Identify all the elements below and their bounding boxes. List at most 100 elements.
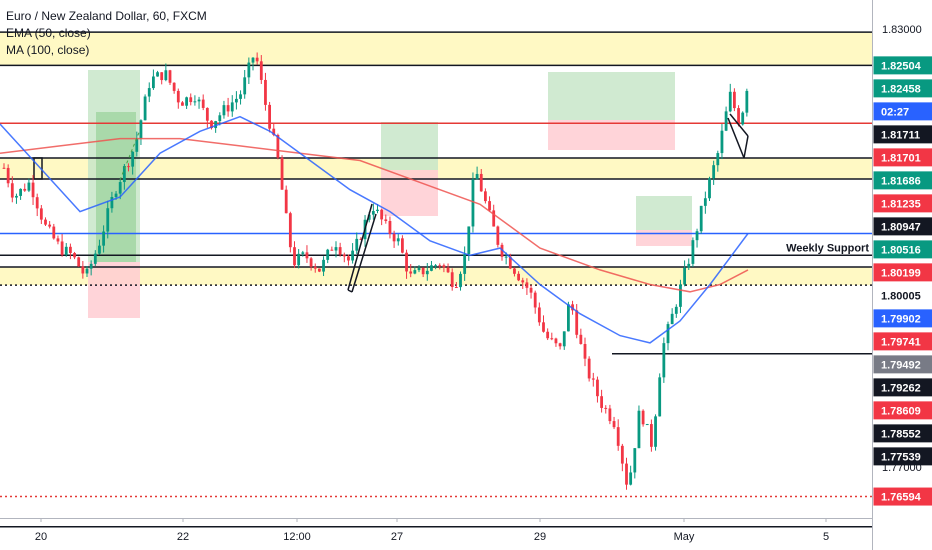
price-label: 1.81701 bbox=[873, 148, 932, 167]
candle-body bbox=[193, 101, 197, 103]
candle bbox=[81, 261, 85, 279]
candle-body bbox=[23, 188, 27, 191]
ma-legend[interactable]: MA (100, close) bbox=[6, 43, 90, 57]
price-label-text: 1.79741 bbox=[881, 336, 921, 348]
candle-body bbox=[467, 226, 471, 255]
candle bbox=[687, 258, 691, 270]
candle-body bbox=[724, 111, 728, 131]
candle bbox=[641, 409, 645, 427]
candle-body bbox=[176, 90, 180, 103]
candle bbox=[251, 57, 255, 71]
candle-body bbox=[280, 157, 284, 190]
candle bbox=[683, 260, 686, 287]
candle bbox=[243, 70, 247, 99]
candle bbox=[708, 176, 711, 202]
candle bbox=[288, 211, 292, 253]
candle bbox=[425, 262, 429, 281]
candle bbox=[745, 88, 749, 117]
candle-body bbox=[438, 265, 442, 267]
candle-body bbox=[620, 445, 624, 464]
candle-body bbox=[708, 178, 711, 199]
candle-body bbox=[56, 238, 60, 242]
candle bbox=[106, 200, 110, 239]
candle bbox=[355, 232, 359, 254]
candle bbox=[695, 228, 699, 248]
candle-body bbox=[6, 167, 10, 184]
candle bbox=[463, 246, 467, 281]
candle bbox=[542, 315, 545, 333]
candle-body bbox=[674, 306, 678, 314]
candle-body bbox=[301, 252, 305, 254]
price-label-bg bbox=[873, 240, 932, 259]
trade-box-6 bbox=[548, 120, 675, 150]
candle-body bbox=[421, 267, 425, 275]
candle-body bbox=[513, 268, 516, 274]
candle bbox=[645, 423, 649, 426]
candle bbox=[691, 237, 695, 267]
candle-body bbox=[683, 267, 686, 285]
candle bbox=[529, 284, 533, 299]
price-label-bg bbox=[873, 148, 932, 167]
price-label-bg bbox=[873, 194, 932, 213]
candle bbox=[703, 191, 707, 214]
candle bbox=[318, 268, 321, 273]
candle bbox=[409, 264, 413, 278]
candle-body bbox=[135, 138, 139, 152]
candle bbox=[27, 178, 31, 193]
annotation-label: Weekly Support bbox=[786, 243, 869, 255]
candle-body bbox=[305, 252, 309, 259]
candle-body bbox=[703, 198, 707, 206]
candle bbox=[359, 237, 363, 241]
candle-body bbox=[81, 266, 85, 274]
candle bbox=[293, 241, 296, 268]
candle bbox=[284, 185, 288, 214]
candle bbox=[380, 208, 384, 226]
candle-body bbox=[156, 72, 159, 77]
candle bbox=[554, 337, 558, 347]
candle-body bbox=[98, 245, 101, 254]
candle-body bbox=[334, 247, 338, 251]
candle-body bbox=[355, 238, 359, 251]
candle bbox=[23, 183, 27, 192]
candle bbox=[143, 94, 147, 121]
candle-body bbox=[741, 112, 745, 125]
candle bbox=[587, 356, 591, 382]
candle-body bbox=[492, 210, 496, 227]
candle bbox=[69, 243, 72, 260]
candle-body bbox=[293, 247, 296, 266]
candle-body bbox=[401, 238, 404, 253]
candle-body bbox=[160, 72, 164, 81]
price-label-text: 02:27 bbox=[881, 106, 909, 118]
candle bbox=[89, 260, 93, 276]
ma-line bbox=[0, 137, 749, 293]
candle bbox=[662, 337, 666, 383]
candle-body bbox=[255, 57, 259, 62]
ema-legend[interactable]: EMA (50, close) bbox=[6, 26, 91, 40]
price-label-bg bbox=[873, 263, 932, 282]
candle-body bbox=[434, 265, 437, 267]
price-label: 1.81235 bbox=[873, 194, 932, 213]
price-label-bg bbox=[873, 332, 932, 351]
candle bbox=[172, 82, 176, 94]
zone-top bbox=[0, 32, 872, 66]
candle-body bbox=[106, 208, 110, 232]
candle bbox=[176, 88, 180, 109]
candle bbox=[210, 120, 213, 130]
price-label-bg bbox=[873, 355, 932, 374]
candle bbox=[205, 107, 209, 128]
price-label-text: 1.80516 bbox=[881, 244, 921, 256]
pattern-line-2 bbox=[347, 289, 353, 293]
candle bbox=[235, 91, 238, 110]
candle bbox=[629, 465, 633, 486]
candle bbox=[525, 278, 529, 295]
trade-box-5 bbox=[548, 72, 675, 120]
candle bbox=[73, 251, 76, 260]
candle bbox=[15, 193, 18, 204]
candle-body bbox=[737, 108, 740, 125]
candle-body bbox=[504, 256, 508, 258]
candle bbox=[39, 205, 43, 225]
price-label-bg bbox=[873, 487, 932, 506]
candle bbox=[488, 196, 491, 212]
